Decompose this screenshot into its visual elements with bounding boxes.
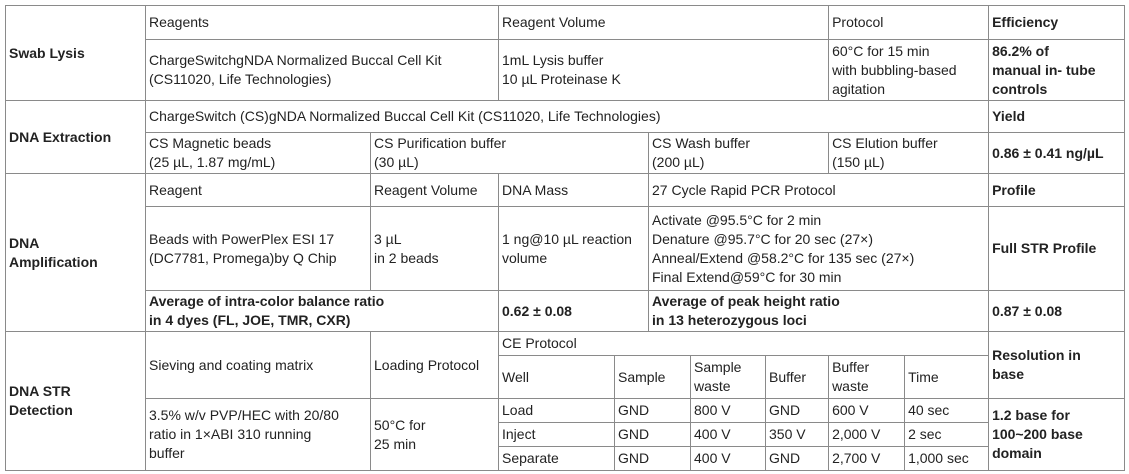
table-cell: Full STR Profile (988, 206, 1126, 291)
table-row: Average of intra-color balance ratio in … (6, 290, 1126, 332)
table-body: Swab Lysis Reagents Reagent Volume Protocol… (5, 5, 1126, 471)
table-cell: 1,000 sec (904, 446, 990, 471)
table-cell: Protocol (828, 5, 990, 40)
table-cell: Reagent Volume (497, 5, 830, 40)
table-cell: Beads with PowerPlex ESI 17 (DC7781, Pro… (145, 206, 371, 291)
table-row: DNA Extraction ChargeSwitch (CS)gNDA Norm… (5, 100, 1126, 174)
table-cell: Swab Lysis (5, 5, 146, 101)
table-cell: 60°C for 15 min with bubbling-based agit… (828, 39, 990, 101)
table-row: ChargeSwitchgNDA Normalized Buccal Cell … (6, 39, 1126, 101)
table-cell: 50°C for 25 min (370, 398, 499, 471)
table-cell: GND (764, 446, 830, 471)
table-cell: CE Protocol (497, 331, 990, 356)
table-cell: 1.2 base for 100~200 base domain (988, 398, 1126, 471)
table-cell: 1 ng@10 µL reaction volume (498, 206, 649, 291)
table-cell: CS Wash buffer (200 µL) (647, 132, 830, 174)
table-cell: Loading Protocol (370, 331, 499, 399)
table-cell: GND (764, 398, 830, 423)
table-row: Separate GND 400 V GND 2,700 V 1,000 sec (6, 446, 1125, 471)
table-cell: 0.62 ± 0.08 (498, 290, 649, 332)
table-cell: Average of peak height ratio in 13 heter… (647, 290, 990, 332)
table-cell: 0.86 ± 0.41 ng/µL (988, 132, 1126, 174)
table-row: Well Sample Sample waste Buffer Buffer waste… (6, 355, 1125, 399)
table-row: DNA STR Detection Sieving and coating mat… (5, 331, 1126, 471)
table-row: CS Magnetic beads (25 µL, 1.87 mg/mL) CS … (6, 132, 1126, 174)
table-cell: 27 Cycle Rapid PCR Protocol (647, 173, 990, 207)
table-row: Swab Lysis Reagents Reagent Volume Protocol… (5, 5, 1126, 101)
table-cell: DNA Mass (498, 173, 649, 207)
table-cell: Sieving and coating matrix (145, 331, 371, 399)
table-cell: 2,000 V (828, 422, 906, 447)
table-cell: 2 sec (904, 422, 990, 447)
table-cell: DNA Amplification (5, 173, 146, 332)
table-cell: 86.2% of manual in- tube controls (988, 39, 1126, 101)
table-cell: Sample (614, 355, 691, 399)
table-cell: Well (498, 355, 615, 399)
table-cell: 600 V (828, 398, 906, 423)
table-cell: Resolution in base (988, 331, 1126, 399)
table-cell: 0.87 ± 0.08 (988, 290, 1126, 332)
table-cell: Average of intra-color balance ratio in … (145, 290, 499, 332)
table-cell: 350 V (764, 422, 830, 447)
table-cell: ChargeSwitchgNDA Normalized Buccal Cell … (145, 39, 499, 101)
table-cell: Sample waste (690, 355, 766, 399)
table-cell: DNA Extraction (5, 100, 146, 174)
table-cell: Inject (498, 422, 615, 447)
table-cell: ChargeSwitch (CS)gNDA Normalized Buccal … (144, 100, 990, 133)
table-row: DNA Amplification Reagent Reagent Volume DN… (5, 173, 1126, 332)
table-row: 3.5% w/v PVP/HEC with 20/80 ratio in 1×A… (6, 398, 1126, 471)
table-cell: Reagent Volume (370, 173, 499, 207)
table-cell: Buffer waste (828, 355, 906, 399)
table-cell: 800 V (690, 398, 766, 423)
table-cell: 2,700 V (828, 446, 906, 471)
table-cell: Yield (988, 100, 1126, 133)
protocol-table: Swab Lysis Reagents Reagent Volume Protocol… (5, 5, 1126, 471)
table-cell: Separate (498, 446, 615, 471)
table-cell: Activate @95.5°C for 2 min Denature @95.… (647, 206, 990, 291)
table-cell: Load (498, 398, 615, 423)
table-cell: Profile (988, 173, 1126, 207)
table-cell: DNA STR Detection (5, 331, 146, 471)
table-cell: 400 V (690, 446, 766, 471)
table-row: Beads with PowerPlex ESI 17 (DC7781, Pro… (6, 206, 1126, 291)
table-cell: Time (904, 355, 990, 399)
table-cell: Reagents (145, 5, 499, 40)
table-cell: 400 V (690, 422, 766, 447)
table-cell: Reagent (145, 173, 371, 207)
table-cell: GND (614, 422, 691, 447)
table-cell: GND (614, 398, 691, 423)
table-cell: CS Magnetic beads (25 µL, 1.87 mg/mL) (145, 132, 371, 174)
table-cell: 3 µL in 2 beads (370, 206, 499, 291)
table-cell: 40 sec (904, 398, 990, 423)
table-cell: Buffer (764, 355, 830, 399)
table-cell: CS Elution buffer (150 µL) (828, 132, 990, 174)
table-cell: CS Purification buffer (30 µL) (370, 132, 649, 174)
table-cell: 3.5% w/v PVP/HEC with 20/80 ratio in 1×A… (145, 398, 371, 471)
table-cell: 1mL Lysis buffer 10 µL Proteinase K (497, 39, 830, 101)
table-cell: GND (614, 446, 691, 471)
table-cell: Efficiency (988, 5, 1126, 40)
